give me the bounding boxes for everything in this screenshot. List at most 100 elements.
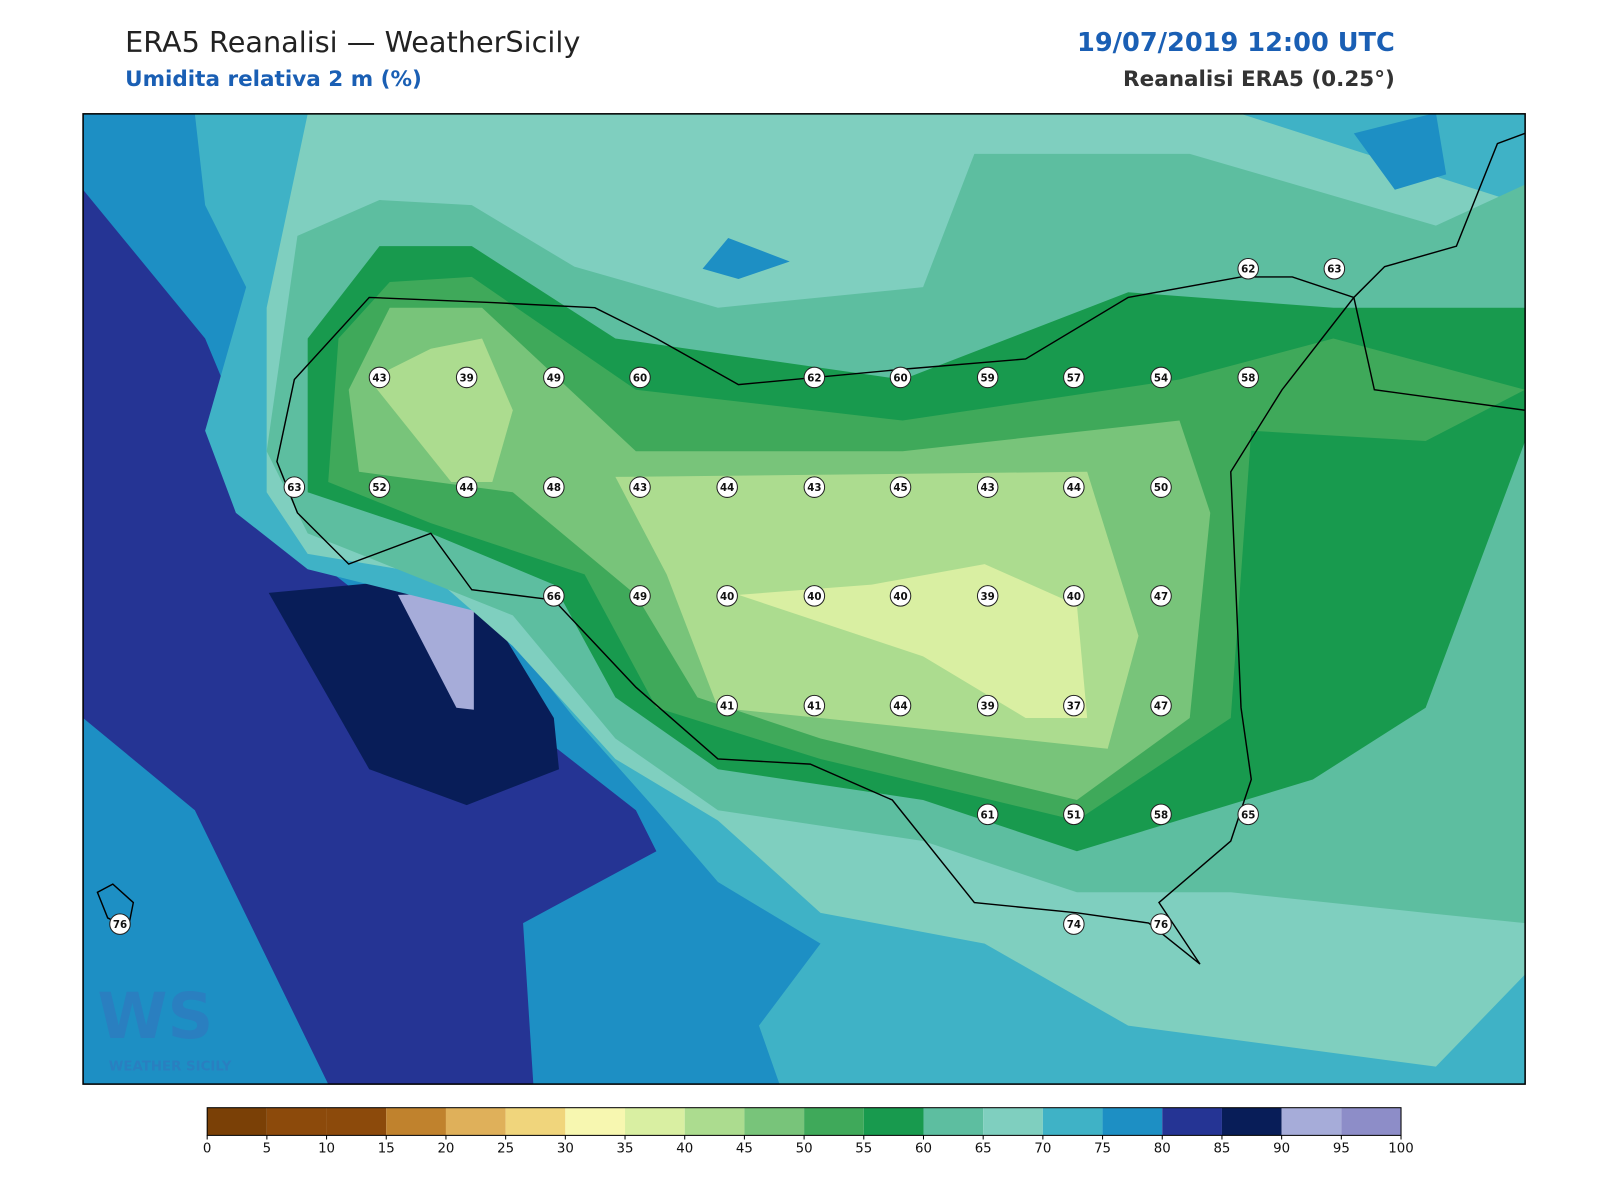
station-value: 49 — [633, 591, 647, 603]
contour — [738, 564, 1088, 718]
colorbar-label: 60 — [915, 1142, 932, 1157]
station-value: 76 — [113, 919, 127, 931]
station-value: 39 — [981, 591, 995, 603]
station-marker — [368, 366, 391, 389]
colorbar-swatch — [863, 1107, 924, 1136]
colorbar-swatch — [266, 1107, 327, 1136]
station-value: 62 — [1241, 264, 1255, 276]
colorbar-swatch — [565, 1107, 626, 1136]
station-value: 40 — [720, 591, 734, 603]
station-value: 63 — [287, 482, 301, 494]
station-value: 45 — [893, 482, 907, 494]
station-value: 40 — [1067, 591, 1081, 603]
station-value: 63 — [1327, 264, 1341, 276]
station-value: 50 — [1154, 482, 1168, 494]
colorbar-label: 85 — [1213, 1142, 1230, 1157]
station-marker — [976, 476, 999, 498]
colorbar-label: 5 — [263, 1142, 271, 1157]
station-value: 40 — [807, 591, 821, 603]
station-value: 58 — [1241, 372, 1255, 384]
colorbar-swatch — [1221, 1107, 1282, 1136]
station-value: 47 — [1154, 701, 1168, 713]
colorbar-swatch — [744, 1107, 805, 1136]
station-marker — [455, 366, 478, 389]
station-value: 60 — [893, 372, 907, 384]
station-marker — [1063, 913, 1085, 935]
contour — [702, 237, 790, 279]
station-value: 66 — [547, 591, 561, 603]
colorbar-label: 40 — [676, 1142, 693, 1157]
colorbar-label: 50 — [796, 1142, 813, 1157]
station-value: 43 — [372, 372, 386, 384]
colorbar-swatch — [1102, 1107, 1163, 1136]
station-value: 43 — [981, 482, 995, 494]
station-value: 76 — [1154, 919, 1168, 931]
station-marker — [1063, 476, 1085, 498]
colorbar-swatch — [1162, 1107, 1222, 1136]
station-value: 44 — [460, 482, 474, 494]
station-marker — [976, 585, 999, 607]
colorbar-label: 0 — [203, 1142, 211, 1157]
contour — [397, 592, 474, 710]
colorbar-label: 20 — [437, 1142, 454, 1157]
station-marker — [803, 476, 826, 498]
colorbar-label: 45 — [736, 1142, 753, 1157]
source: Reanalisi ERA5 (0.25°) — [1123, 67, 1395, 92]
station-marker — [803, 366, 826, 389]
colorbar-label: 55 — [855, 1142, 872, 1157]
station-marker — [1063, 585, 1085, 607]
station-value: 74 — [1067, 919, 1081, 931]
colorbar: 0 5 10 15 20 25 30 35 40 45 50 55 60 65 70 75 80 85 90 95 10… — [203, 1107, 1414, 1157]
colorbar-swatch — [505, 1107, 566, 1136]
station-value: 47 — [1154, 591, 1168, 603]
colorbar-label: 70 — [1034, 1142, 1051, 1157]
station-marker — [109, 913, 131, 935]
colorbar-swatch — [445, 1107, 506, 1136]
colorbar-swatch — [625, 1107, 685, 1136]
stations: 62 63 43 39 49 60 62 60 59 57 54 58 63 52 44 48 43 44 43 45… — [109, 257, 1346, 935]
station-marker — [1063, 366, 1085, 389]
colorbar-label: 25 — [497, 1142, 514, 1157]
colorbar-swatch — [1042, 1107, 1103, 1136]
station-marker — [1323, 257, 1346, 280]
station-marker — [368, 476, 391, 498]
station-marker — [1150, 585, 1172, 607]
contour — [1353, 113, 1447, 190]
station-marker — [716, 694, 738, 717]
station-marker — [629, 585, 651, 607]
station-value: 44 — [893, 701, 907, 713]
map-frame — [82, 113, 1526, 1085]
station-marker — [1063, 803, 1085, 826]
station-marker — [543, 476, 565, 498]
datetime: 19/07/2019 12:00 UTC — [1077, 28, 1395, 58]
station-marker — [1237, 803, 1259, 826]
station-value: 61 — [981, 809, 995, 821]
station-value: 37 — [1067, 701, 1081, 713]
station-value: 41 — [807, 701, 821, 713]
station-value: 59 — [981, 372, 995, 384]
subtitle: Umidita relativa 2 m (%) — [125, 67, 422, 92]
station-marker — [716, 585, 738, 607]
station-marker — [889, 694, 912, 717]
station-marker — [803, 694, 826, 717]
station-value: 54 — [1154, 372, 1168, 384]
station-marker — [1150, 913, 1172, 935]
station-value: 60 — [633, 372, 647, 384]
station-marker — [976, 694, 999, 717]
station-marker — [976, 366, 999, 389]
station-value: 43 — [633, 482, 647, 494]
colorbar-swatch — [923, 1107, 984, 1136]
station-marker — [889, 366, 912, 389]
colorbar-swatch — [386, 1107, 446, 1136]
station-value: 62 — [807, 372, 821, 384]
station-value: 58 — [1154, 809, 1168, 821]
station-value: 39 — [460, 372, 474, 384]
colorbar-swatch — [1341, 1107, 1402, 1136]
station-marker — [976, 803, 999, 826]
colorbar-label: 65 — [975, 1142, 992, 1157]
station-marker — [716, 476, 738, 498]
station-marker — [1150, 366, 1172, 389]
logo-name: WEATHER SICILY — [109, 1060, 232, 1075]
colorbar-swatch — [326, 1107, 387, 1136]
